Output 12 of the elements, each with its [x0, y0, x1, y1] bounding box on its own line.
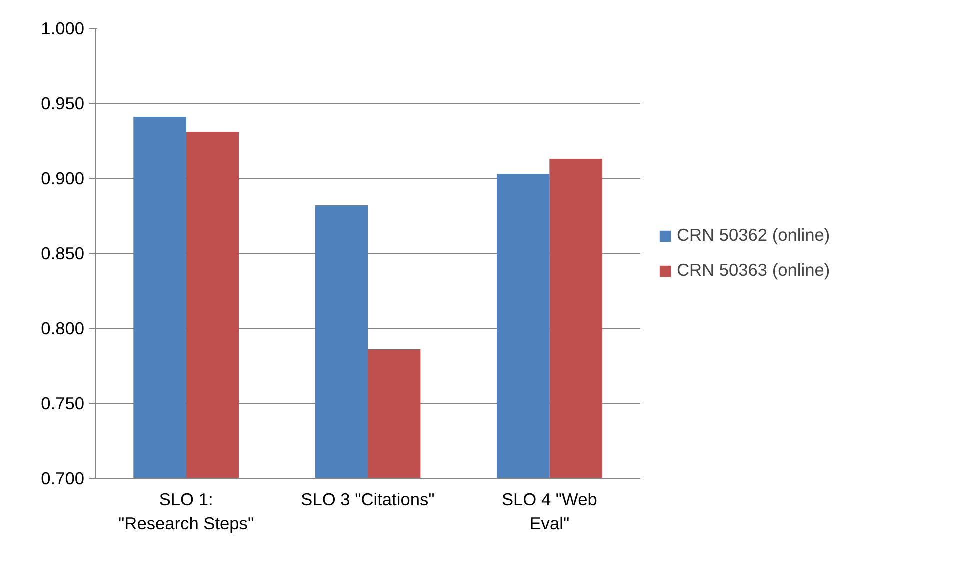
- x-tick-label: SLO 1: "Research Steps": [118, 490, 254, 534]
- y-tick-label: 0.700: [41, 468, 85, 488]
- y-tick-label: 0.750: [41, 394, 85, 414]
- legend-label: CRN 50363 (online): [677, 260, 830, 281]
- legend-label: CRN 50362 (online): [677, 225, 830, 246]
- y-tick-label: 0.900: [41, 168, 85, 188]
- y-tick-label: 0.950: [41, 94, 85, 114]
- y-tick-label: 0.800: [41, 318, 85, 338]
- x-tick-label: SLO 3 "Citations": [301, 490, 435, 510]
- y-tick-label: 0.850: [41, 244, 85, 264]
- y-tick-label: 1.000: [41, 18, 85, 38]
- x-tick-label: SLO 4 "Web Eval": [502, 490, 598, 534]
